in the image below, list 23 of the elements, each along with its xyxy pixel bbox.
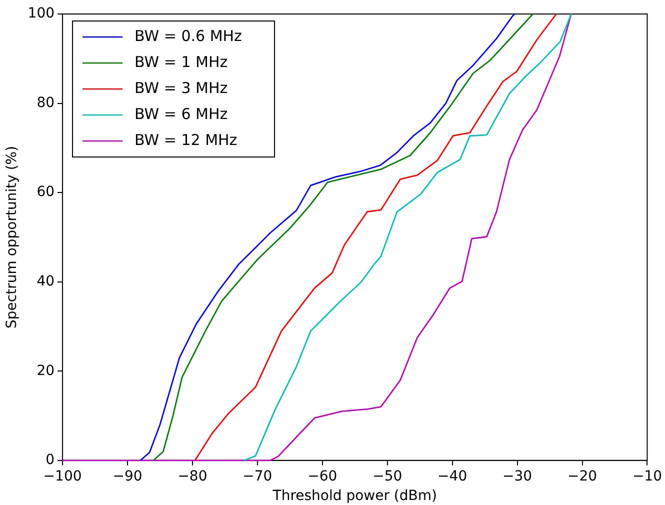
- x-tick-label: −70: [242, 468, 272, 484]
- legend-label: BW = 6 MHz: [134, 104, 228, 123]
- y-tick-label: 80: [36, 94, 55, 111]
- x-tick-label: −100: [43, 468, 82, 484]
- x-tick-label: −60: [308, 468, 338, 484]
- legend-label: BW = 12 MHz: [134, 130, 238, 149]
- y-axis-title: Spectrum opportunity (%): [4, 146, 20, 328]
- legend-label: BW = 1 MHz: [134, 52, 228, 71]
- x-tick-label: −10: [632, 468, 662, 484]
- x-tick-label: −40: [438, 468, 468, 484]
- y-tick-label: 0: [46, 452, 55, 468]
- legend-label: BW = 3 MHz: [134, 78, 228, 97]
- x-tick-label: −30: [502, 468, 532, 484]
- x-tick-label: −90: [112, 468, 142, 484]
- x-tick-label: −20: [567, 468, 598, 484]
- x-tick-label: −50: [372, 468, 402, 484]
- y-tick-label: 60: [36, 184, 55, 200]
- y-tick-label: 20: [36, 362, 55, 379]
- legend-label: BW = 0.6 MHz: [134, 26, 242, 45]
- y-tick-label: 40: [36, 273, 55, 290]
- y-tick-label: 100: [28, 6, 55, 22]
- x-tick-label: −80: [178, 468, 208, 484]
- x-axis-title: Threshold power (dBm): [272, 488, 437, 504]
